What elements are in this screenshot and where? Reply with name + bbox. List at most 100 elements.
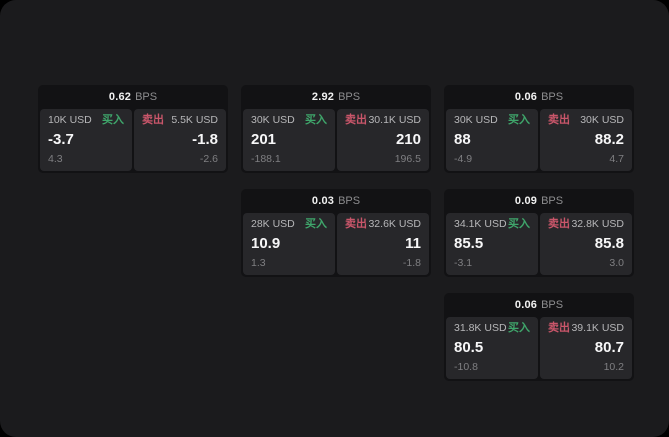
buy-panel-top: 30K USD 买入	[251, 115, 327, 126]
sell-quote-panel[interactable]: 卖出 30.1K USD 210 196.5	[337, 109, 429, 171]
sell-panel-top: 卖出 30.1K USD	[345, 115, 421, 126]
sell-delta: 4.7	[609, 152, 624, 165]
sell-delta: -2.6	[199, 152, 218, 165]
quote-card-header: 0.03 BPS	[241, 189, 431, 213]
sell-size-label: 5.5K USD	[171, 114, 218, 127]
sell-delta: 196.5	[394, 152, 421, 165]
sell-size-label: 30.1K USD	[368, 114, 421, 127]
buy-size-label: 34.1K USD	[454, 218, 507, 231]
bps-value: 0.03	[311, 195, 335, 207]
quote-panels: 34.1K USD 买入 85.5 -3.1 卖出 32.8K USD 85.8…	[444, 213, 634, 277]
buy-size-label: 10K USD	[48, 114, 92, 127]
sell-size-label: 32.8K USD	[571, 218, 624, 231]
sell-tag: 卖出	[548, 322, 570, 334]
quote-panels: 31.8K USD 买入 80.5 -10.8 卖出 39.1K USD 80.…	[444, 317, 634, 381]
sell-panel-top: 卖出 32.6K USD	[345, 219, 421, 230]
bps-value: 0.06	[514, 91, 538, 103]
quote-card: 0.62 BPS 10K USD 买入 -3.7 4.3 卖出 5.5K USD…	[38, 85, 228, 173]
bps-unit-label: BPS	[338, 195, 361, 207]
buy-price: 88	[454, 131, 471, 149]
bps-unit-label: BPS	[135, 91, 158, 103]
quote-card: 0.06 BPS 30K USD 买入 88 -4.9 卖出 30K USD 8…	[444, 85, 634, 173]
buy-price: -3.7	[48, 131, 74, 149]
buy-quote-panel[interactable]: 28K USD 买入 10.9 1.3	[243, 213, 335, 275]
buy-delta: 1.3	[251, 256, 266, 269]
bps-unit-label: BPS	[541, 91, 564, 103]
buy-panel-top: 28K USD 买入	[251, 219, 327, 230]
quote-card-header: 2.92 BPS	[241, 85, 431, 109]
buy-price: 10.9	[251, 235, 281, 253]
buy-delta: -10.8	[454, 360, 478, 373]
bps-value: 0.62	[108, 91, 132, 103]
buy-size-label: 30K USD	[454, 114, 498, 127]
sell-panel-top: 卖出 30K USD	[548, 115, 624, 126]
sell-delta: 10.2	[603, 360, 624, 373]
buy-quote-panel[interactable]: 10K USD 买入 -3.7 4.3	[40, 109, 132, 171]
bps-unit-label: BPS	[338, 91, 361, 103]
buy-tag: 买入	[305, 218, 327, 230]
sell-price: 11	[405, 235, 421, 253]
quote-panels: 28K USD 买入 10.9 1.3 卖出 32.6K USD 11 -1.8	[241, 213, 431, 277]
quote-panels: 30K USD 买入 88 -4.9 卖出 30K USD 88.2 4.7	[444, 109, 634, 173]
buy-price: 80.5	[454, 339, 484, 357]
sell-delta: -1.8	[402, 256, 421, 269]
sell-tag: 卖出	[345, 218, 367, 230]
quote-card-header: 0.06 BPS	[444, 293, 634, 317]
buy-size-label: 31.8K USD	[454, 322, 507, 335]
quote-cards-grid: 0.62 BPS 10K USD 买入 -3.7 4.3 卖出 5.5K USD…	[38, 85, 634, 381]
buy-panel-top: 34.1K USD 买入	[454, 219, 530, 230]
buy-delta: 4.3	[48, 152, 63, 165]
buy-price: 85.5	[454, 235, 484, 253]
buy-delta: -188.1	[251, 152, 281, 165]
quote-card: 0.09 BPS 34.1K USD 买入 85.5 -3.1 卖出 32.8K…	[444, 189, 634, 277]
sell-size-label: 39.1K USD	[571, 322, 624, 335]
sell-panel-top: 卖出 5.5K USD	[142, 115, 218, 126]
bps-unit-label: BPS	[541, 195, 564, 207]
buy-size-label: 30K USD	[251, 114, 295, 127]
sell-price: 85.8	[594, 235, 624, 253]
buy-price: 201	[251, 131, 277, 149]
buy-tag: 买入	[305, 114, 327, 126]
buy-delta: -3.1	[454, 256, 473, 269]
buy-tag: 买入	[508, 218, 530, 230]
sell-delta: 3.0	[609, 256, 624, 269]
buy-quote-panel[interactable]: 30K USD 买入 201 -188.1	[243, 109, 335, 171]
buy-panel-top: 31.8K USD 买入	[454, 323, 530, 334]
sell-tag: 卖出	[345, 114, 367, 126]
sell-panel-top: 卖出 39.1K USD	[548, 323, 624, 334]
quote-panels: 30K USD 买入 201 -188.1 卖出 30.1K USD 210 1…	[241, 109, 431, 173]
sell-quote-panel[interactable]: 卖出 32.6K USD 11 -1.8	[337, 213, 429, 275]
bps-unit-label: BPS	[541, 299, 564, 311]
buy-size-label: 28K USD	[251, 218, 295, 231]
sell-quote-panel[interactable]: 卖出 30K USD 88.2 4.7	[540, 109, 632, 171]
buy-delta: -4.9	[454, 152, 473, 165]
sell-quote-panel[interactable]: 卖出 5.5K USD -1.8 -2.6	[134, 109, 226, 171]
sell-price: 210	[395, 131, 421, 149]
quote-card: 0.03 BPS 28K USD 买入 10.9 1.3 卖出 32.6K US…	[241, 189, 431, 277]
sell-quote-panel[interactable]: 卖出 39.1K USD 80.7 10.2	[540, 317, 632, 379]
sell-quote-panel[interactable]: 卖出 32.8K USD 85.8 3.0	[540, 213, 632, 275]
buy-tag: 买入	[508, 114, 530, 126]
bps-value: 2.92	[311, 91, 335, 103]
quote-card-header: 0.62 BPS	[38, 85, 228, 109]
sell-price: 80.7	[594, 339, 624, 357]
buy-quote-panel[interactable]: 34.1K USD 买入 85.5 -3.1	[446, 213, 538, 275]
bps-value: 0.06	[514, 299, 538, 311]
buy-panel-top: 30K USD 买入	[454, 115, 530, 126]
buy-quote-panel[interactable]: 30K USD 买入 88 -4.9	[446, 109, 538, 171]
sell-size-label: 32.6K USD	[368, 218, 421, 231]
quote-card-header: 0.06 BPS	[444, 85, 634, 109]
buy-quote-panel[interactable]: 31.8K USD 买入 80.5 -10.8	[446, 317, 538, 379]
sell-size-label: 30K USD	[580, 114, 624, 127]
bps-value: 0.09	[514, 195, 538, 207]
quote-card: 0.06 BPS 31.8K USD 买入 80.5 -10.8 卖出 39.1…	[444, 293, 634, 381]
buy-panel-top: 10K USD 买入	[48, 115, 124, 126]
quote-card: 2.92 BPS 30K USD 买入 201 -188.1 卖出 30.1K …	[241, 85, 431, 173]
sell-panel-top: 卖出 32.8K USD	[548, 219, 624, 230]
sell-tag: 卖出	[142, 114, 164, 126]
sell-price: 88.2	[594, 131, 624, 149]
quote-card-header: 0.09 BPS	[444, 189, 634, 213]
sell-tag: 卖出	[548, 114, 570, 126]
quote-panels: 10K USD 买入 -3.7 4.3 卖出 5.5K USD -1.8 -2.…	[38, 109, 228, 173]
